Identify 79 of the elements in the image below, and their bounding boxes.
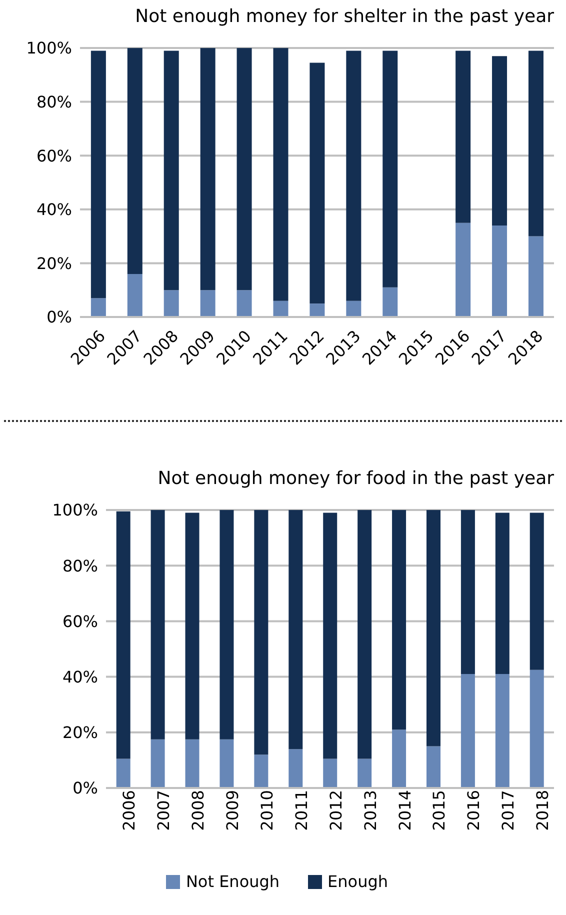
bar [528, 50, 544, 236]
bar [346, 300, 362, 317]
bar [456, 222, 471, 317]
bar [254, 754, 268, 788]
x-tick-label: 2013 [360, 790, 380, 831]
bar [323, 512, 338, 759]
bar [200, 290, 216, 317]
bar [185, 739, 200, 788]
legend-label: Enough [326, 872, 388, 891]
y-tick-label: 40% [62, 667, 98, 686]
chart-title: Not enough money for food in the past year [156, 467, 555, 491]
bar [346, 50, 362, 301]
x-tick-label: 2014 [395, 790, 414, 831]
x-tick-label: 2006 [120, 790, 139, 831]
bar [116, 758, 130, 788]
bar [185, 512, 200, 740]
bar [164, 290, 179, 317]
x-tick-label: 2009 [222, 790, 242, 831]
x-tick-label: 2017 [498, 790, 518, 831]
bar [358, 510, 372, 759]
bar [200, 48, 216, 290]
bar [90, 298, 106, 317]
x-tick-label: 2016 [464, 790, 484, 831]
x-tick-label: 2011 [292, 790, 311, 831]
bar [528, 236, 544, 317]
bar [273, 300, 288, 317]
x-tick-label: 2007 [154, 790, 174, 831]
chart-title: Not enough money for shelter in the past year [134, 5, 555, 29]
bar [150, 510, 165, 740]
bar [288, 749, 303, 788]
y-tick-label: 20% [62, 723, 98, 742]
x-tick-label: 2015 [430, 790, 449, 831]
y-tick-label: 60% [36, 146, 72, 166]
bar [426, 746, 440, 788]
bar [310, 304, 325, 317]
bar [323, 758, 338, 788]
bar [310, 62, 325, 304]
y-tick-label: 0% [72, 778, 98, 798]
y-tick-label: 100% [26, 38, 72, 58]
y-tick-label: 0% [46, 308, 72, 327]
bar [236, 290, 252, 317]
bar [273, 48, 288, 301]
bar [220, 739, 234, 788]
bar [288, 510, 303, 750]
bar [127, 274, 142, 317]
bar [116, 511, 130, 759]
y-tick-label: 40% [36, 200, 72, 220]
y-tick-label: 100% [52, 500, 98, 520]
y-tick-label: 60% [62, 612, 98, 631]
bar [382, 50, 398, 288]
y-tick-label: 80% [62, 556, 98, 576]
bar [220, 510, 234, 740]
bar [492, 226, 508, 317]
bar [426, 510, 440, 746]
bar [358, 758, 372, 788]
bar [164, 50, 179, 290]
x-tick-label: 2012 [326, 790, 346, 831]
bar [254, 510, 268, 755]
bar [90, 50, 106, 298]
x-tick-label: 2010 [257, 790, 276, 831]
bar [492, 56, 508, 226]
bar [495, 674, 510, 788]
bar [495, 512, 510, 674]
bar [460, 674, 475, 788]
bar [456, 50, 471, 223]
bar [382, 287, 398, 317]
y-tick-label: 80% [36, 92, 72, 112]
x-tick-label: 2008 [188, 790, 208, 831]
bar [236, 48, 252, 290]
x-tick-label: 2018 [533, 790, 552, 831]
bar [530, 670, 544, 788]
bar [460, 510, 475, 674]
bar [530, 512, 544, 670]
bar [392, 730, 406, 788]
bar [127, 48, 142, 274]
bar [150, 739, 165, 788]
y-tick-label: 20% [36, 254, 72, 273]
legend-label: Not Enough [184, 872, 280, 891]
bar [392, 510, 406, 730]
